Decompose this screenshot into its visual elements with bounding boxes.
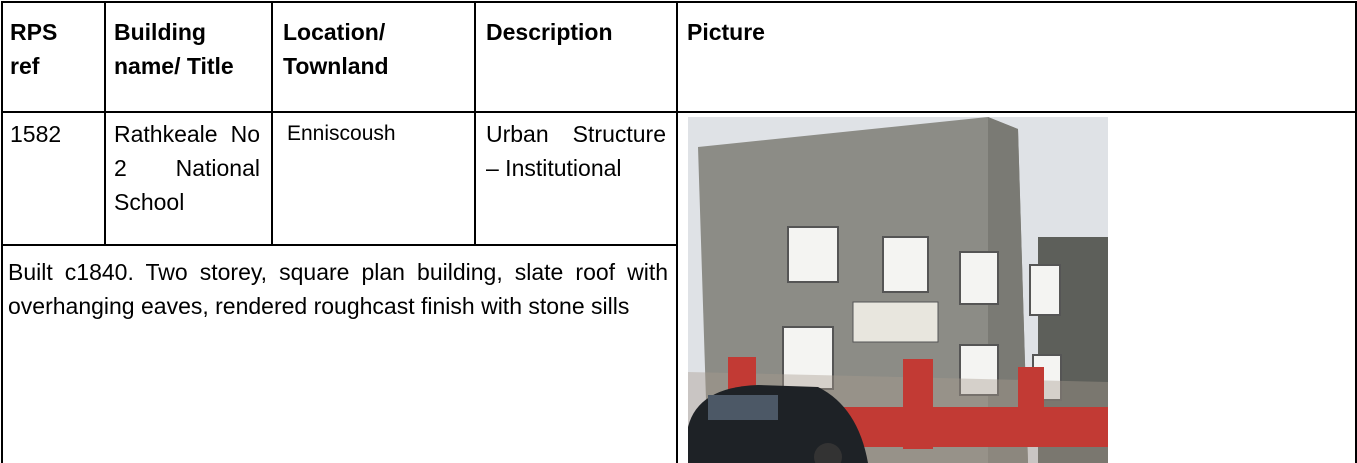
header-cell: RPS ref (10, 19, 58, 79)
header-cell: Location/ Townland (283, 19, 389, 79)
border (1, 244, 678, 246)
header-cell: Description (486, 19, 613, 45)
cell: Urban Structure – Institutional (486, 121, 666, 181)
header-cell: Picture (687, 19, 765, 45)
border (104, 1, 106, 245)
border (474, 1, 476, 245)
description: Built c1840. Two storey, square plan bui… (8, 259, 668, 319)
border (1, 1, 1356, 3)
building-photo (688, 117, 1108, 463)
cell: Rathkeale No 2 National School (114, 121, 260, 215)
border (1, 1, 3, 463)
border (676, 1, 678, 463)
cell: Enniscoush (287, 122, 396, 145)
border (1355, 1, 1357, 463)
cell: 1582 (10, 121, 62, 147)
header-cell: Building name/ Title (114, 19, 234, 79)
border (1, 111, 1356, 113)
border (271, 1, 273, 245)
